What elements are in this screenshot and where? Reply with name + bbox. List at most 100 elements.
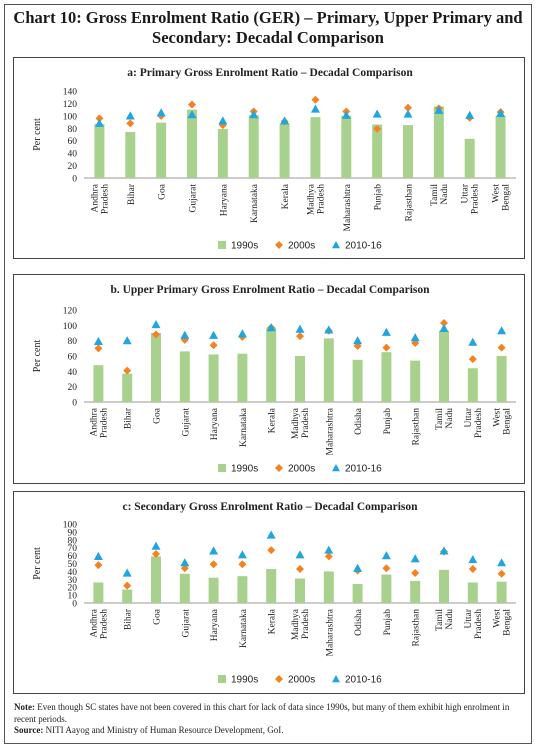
x-tick-text: AndhraPradesh (90, 183, 110, 214)
x-tick-label: Rajasthan (405, 184, 415, 222)
point-2000s (126, 119, 135, 128)
x-tick-label: Rajasthan (412, 609, 422, 647)
bar-1990s (496, 581, 507, 603)
x-tick-text: TamilNadu (430, 184, 450, 206)
x-tick-text: Odisha (354, 608, 364, 636)
y-tick-label: 60 (68, 552, 78, 562)
point-2010-16 (381, 551, 391, 560)
point-2010-16 (209, 546, 219, 555)
x-tick-line: Pradesh (99, 408, 109, 438)
chart-b-svg: b. Upper Primary Gross Enrolment Ratio –… (32, 284, 516, 475)
y-tick-label: 120 (63, 307, 78, 317)
bar-1990s (237, 353, 248, 402)
bar-1990s (381, 352, 392, 402)
point-2010-16 (249, 110, 259, 119)
chart-title: a: Primary Gross Enrolment Ratio – Decad… (127, 67, 413, 79)
x-tick-label: MadhyaPradesh (306, 183, 326, 215)
y-tick-label: 90 (68, 528, 78, 538)
bar-1990s (464, 138, 475, 178)
x-tick-line: West (492, 184, 502, 203)
x-tick-line: Haryana (219, 183, 229, 216)
bar-1990s (352, 359, 363, 402)
x-tick-label: Gujarat (181, 609, 191, 638)
point-2010-16 (94, 118, 104, 127)
x-tick-line: Pradesh (301, 408, 311, 438)
x-tick-line: Bengal (503, 609, 513, 636)
x-tick-label: Odisha (354, 608, 364, 636)
bar-1990s (352, 584, 363, 603)
point-2000s (94, 344, 103, 353)
x-tick-label: Maharashtra (325, 407, 335, 455)
y-tick-label: 70 (68, 544, 78, 554)
point-2000s (209, 341, 218, 350)
point-2000s (497, 343, 506, 352)
x-tick-line: Odisha (354, 407, 364, 435)
x-tick-label: Kerala (268, 407, 278, 433)
point-2010-16 (341, 110, 351, 119)
point-2000s (404, 103, 412, 112)
point-2000s (209, 560, 218, 569)
x-tick-line: Kerala (268, 407, 278, 433)
point-2000s (152, 550, 160, 559)
x-tick-label: Haryana (219, 183, 229, 216)
x-tick-line: Pradesh (100, 184, 110, 214)
point-2010-16 (324, 325, 334, 334)
legend-label: 1990s (231, 675, 258, 686)
x-tick-label: Maharashtra (343, 183, 353, 231)
bar-1990s (125, 132, 136, 178)
figure-frame (4, 4, 532, 744)
point-2010-16 (266, 530, 276, 539)
x-tick-line: Tamil (435, 609, 445, 631)
x-tick-text: Maharashtra (343, 183, 353, 231)
x-tick-text: Haryana (210, 608, 220, 641)
x-tick-line: Bihar (124, 608, 134, 630)
bar-1990s (403, 125, 413, 178)
x-tick-line: Madhya (291, 608, 301, 640)
x-tick-label: Gujarat (181, 408, 191, 437)
x-tick-line: West (493, 408, 503, 427)
bar-1990s (94, 123, 105, 178)
y-tick-label: 120 (63, 100, 78, 110)
x-tick-text: Kerala (281, 183, 291, 209)
point-2010-16 (122, 568, 132, 577)
x-tick-line: Punjab (383, 408, 393, 435)
x-tick-label: Gujarat (189, 184, 199, 213)
x-tick-line: Andhra (89, 407, 99, 436)
x-tick-text: WestBengal (493, 408, 513, 435)
bar-1990s (151, 333, 161, 402)
point-2010-16 (353, 563, 363, 572)
legend-marker-2010-16 (332, 675, 340, 683)
x-tick-line: Pradesh (474, 609, 484, 639)
x-tick-label: Goa (153, 608, 163, 625)
x-tick-line: Uttar (464, 407, 474, 427)
point-2010-16 (403, 109, 413, 118)
x-tick-line: Gujarat (181, 609, 191, 638)
x-tick-line: Pradesh (474, 408, 484, 438)
point-2010-16 (266, 323, 276, 332)
x-tick-label: Karnataka (239, 407, 249, 447)
x-tick-line: Rajasthan (412, 408, 422, 446)
y-tick-label: 100 (63, 521, 78, 531)
x-tick-text: Haryana (219, 183, 229, 216)
legend-label: 2000s (288, 464, 315, 475)
x-tick-line: Goa (153, 407, 163, 424)
x-tick-text: TamilNadu (435, 609, 455, 631)
y-axis-label: Per cent (32, 118, 43, 151)
legend-marker-2010-16 (332, 464, 340, 472)
x-tick-line: Bihar (127, 183, 137, 205)
y-tick-label: 80 (68, 536, 78, 546)
y-tick-label: 30 (68, 576, 78, 586)
legend-label: 2010-16 (345, 464, 382, 475)
point-2010-16 (151, 541, 161, 550)
x-tick-label: Karnataka (250, 183, 260, 223)
x-tick-label: Punjab (374, 184, 384, 211)
x-tick-line: Andhra (89, 608, 99, 637)
bar-1990s (151, 556, 161, 603)
chart-title: c: Secondary Gross Enrolment Ratio – Dec… (122, 501, 418, 513)
x-tick-text: Rajasthan (412, 609, 422, 647)
x-tick-label: UttarPradesh (464, 407, 484, 438)
bar-1990s (217, 128, 228, 178)
x-tick-line: Tamil (430, 184, 440, 206)
y-tick-label: 0 (72, 399, 77, 409)
figure-title: Chart 10: Gross Enrolment Ratio (GER) – … (8, 8, 528, 48)
